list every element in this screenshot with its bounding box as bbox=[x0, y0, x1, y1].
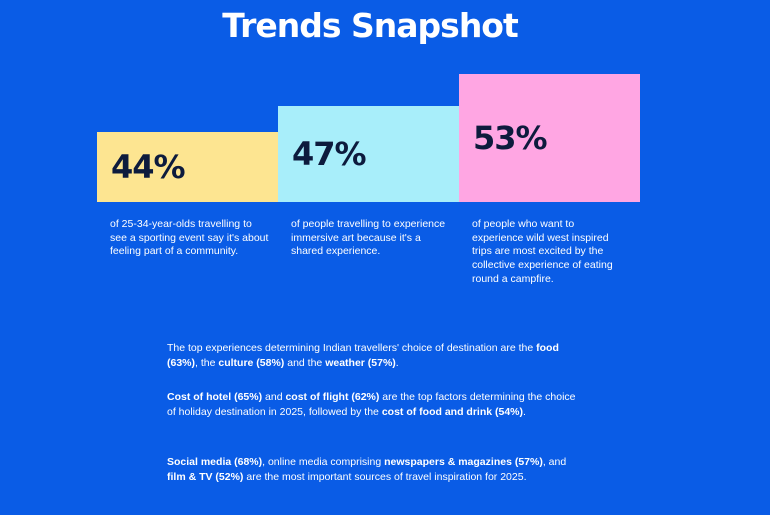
info-text: and bbox=[262, 391, 286, 403]
stat-description: of people who want to experience wild we… bbox=[472, 218, 613, 285]
stat-box-47: 47% bbox=[278, 106, 459, 202]
info-highlight: Social media (68%) bbox=[167, 456, 263, 468]
stat-description: of 25-34-year-olds travelling to see a s… bbox=[110, 218, 269, 258]
stat-value: 44% bbox=[111, 148, 186, 186]
page-title: Trends Snapshot bbox=[222, 6, 519, 45]
info-highlight: Cost of hotel (65%) bbox=[167, 391, 263, 403]
stat-box-53: 53% bbox=[459, 74, 640, 202]
stat-box-44: 44% bbox=[97, 132, 278, 202]
info-highlight: cost of flight (62%) bbox=[285, 391, 380, 403]
info-paragraph-inspiration-sources: Social media (68%), online media compris… bbox=[167, 455, 577, 485]
info-text: The top experiences determining Indian t… bbox=[167, 342, 537, 354]
info-highlight: culture (58%) bbox=[218, 357, 285, 370]
info-text: . bbox=[523, 406, 526, 419]
info-paragraph-destination-choice: The top experiences determining Indian t… bbox=[167, 341, 577, 371]
info-highlight: newspapers & magazines (57%) bbox=[384, 456, 543, 468]
info-text: are the top factors determining the choi… bbox=[167, 391, 576, 419]
info-text: , and bbox=[542, 456, 567, 468]
info-text: , online media comprising bbox=[262, 456, 385, 468]
info-highlight: film & TV (52%) bbox=[167, 471, 244, 484]
stat-value: 53% bbox=[473, 119, 548, 157]
info-highlight: cost of food and drink (54%) bbox=[381, 406, 523, 419]
info-paragraph-cost-factors: Cost of hotel (65%) and cost of flight (… bbox=[167, 390, 577, 420]
info-text: . bbox=[395, 357, 399, 370]
info-text: are the most important sources of travel… bbox=[243, 471, 527, 484]
info-highlight: weather (57%) bbox=[325, 357, 396, 370]
info-text: , the bbox=[195, 357, 219, 370]
stat-description: of people travelling to experience immer… bbox=[291, 218, 446, 258]
stat-value: 47% bbox=[292, 135, 367, 173]
info-highlight: food (63%) bbox=[167, 342, 559, 370]
info-text: and the bbox=[284, 357, 326, 370]
